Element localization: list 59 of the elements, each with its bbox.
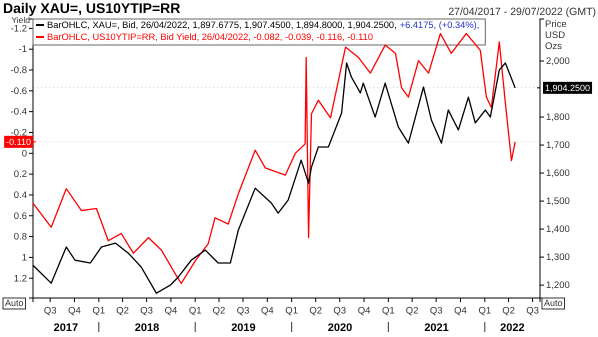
- y-tick-label: 0.4: [14, 190, 27, 201]
- y-tick-label: 0.8: [14, 232, 27, 243]
- x-tick-label: Q2: [116, 306, 129, 317]
- text: Auto: [5, 298, 24, 308]
- x-tick-label: Q1: [92, 306, 106, 317]
- y2-tick-label: 1,400: [546, 224, 570, 236]
- y-tick-label: -1: [18, 44, 27, 56]
- y-tick-label: 0.6: [14, 210, 27, 222]
- y-tick-label: -1.2: [10, 23, 27, 34]
- x-tick-label: Q1: [188, 306, 202, 317]
- x-tick-label: Q1: [285, 306, 298, 317]
- ref-line-label: -0.110: [6, 136, 31, 147]
- chart-title: Daily XAU=, US10YTIP=RR: [3, 0, 180, 16]
- x-tick-label: Q4: [164, 306, 178, 317]
- text: 2021: [424, 322, 449, 334]
- y2-axis-title: Price USD Ozs: [545, 19, 567, 52]
- y2-tick-label: 1,500: [546, 196, 570, 208]
- y-axis-title: Yield: [11, 15, 30, 25]
- x-tick-label: Q4: [358, 306, 370, 317]
- x-tick-label: Q2: [309, 306, 322, 317]
- chart-subtitle: 27/04/2017 - 29/07/2022 (GMT): [448, 6, 596, 18]
- y-tick-label: -0.2: [10, 128, 27, 139]
- text: 2020: [328, 322, 352, 334]
- x-tick-label: Q3: [430, 306, 443, 317]
- x-tick-label: Q2: [502, 306, 515, 317]
- x-tick-label: Q3: [236, 306, 250, 317]
- x-tick-label: Q4: [261, 306, 274, 317]
- legend-label: BarOHLC, XAU=, Bid, 26/04/2022, 1,897.6775, 1,907.4500, 1,894.8000, 1,904.2500,: [47, 20, 397, 30]
- y-tick-label: -0.4: [10, 106, 27, 118]
- y-tick-label: 0.2: [14, 169, 27, 180]
- x-tick-label: Q2: [212, 306, 226, 317]
- x-tick-label: Q4: [68, 306, 81, 317]
- y2-tick-label: 1,600: [546, 168, 570, 180]
- x-tick-label: Q3: [140, 306, 153, 317]
- y2-tick-label: 1,800: [546, 112, 570, 124]
- y-tick-label: -0.6: [10, 86, 27, 97]
- y2-tick-label: 1,200: [546, 280, 570, 292]
- text: 2017: [54, 322, 78, 334]
- y-tick-label: 0: [22, 148, 27, 160]
- ref-line-label: 1,904.2500: [545, 82, 590, 93]
- x-tick-label: Q2: [406, 306, 418, 317]
- x-tick-label: Q4: [454, 306, 467, 317]
- y2-tick-label: 2,000: [546, 56, 570, 68]
- legend-label: BarOHLC, US10YTIP=RR, Bid Yield, 26/04/2022, -0.082, -0.039, -0.116, -0.110: [47, 32, 374, 42]
- text: 2019: [231, 322, 256, 334]
- y-tick-label: 1.2: [14, 273, 27, 284]
- text: 2022: [500, 322, 525, 334]
- x-tick-label: Q1: [382, 306, 395, 317]
- y2-tick-label: 1,300: [546, 252, 570, 264]
- x-tick-label: Q3: [44, 306, 57, 317]
- x-tick-label: Q1: [478, 306, 492, 317]
- y-tick-label: 1: [22, 252, 27, 264]
- y-tick-label: -0.8: [10, 65, 27, 76]
- text: Auto: [544, 298, 563, 308]
- y2-tick-label: 1,700: [546, 140, 570, 152]
- annotation: +6.4175, (+0.34%),: [400, 20, 480, 30]
- text: 2018: [134, 322, 160, 334]
- x-tick-label: Q3: [526, 306, 539, 317]
- x-tick-label: Q3: [333, 306, 346, 317]
